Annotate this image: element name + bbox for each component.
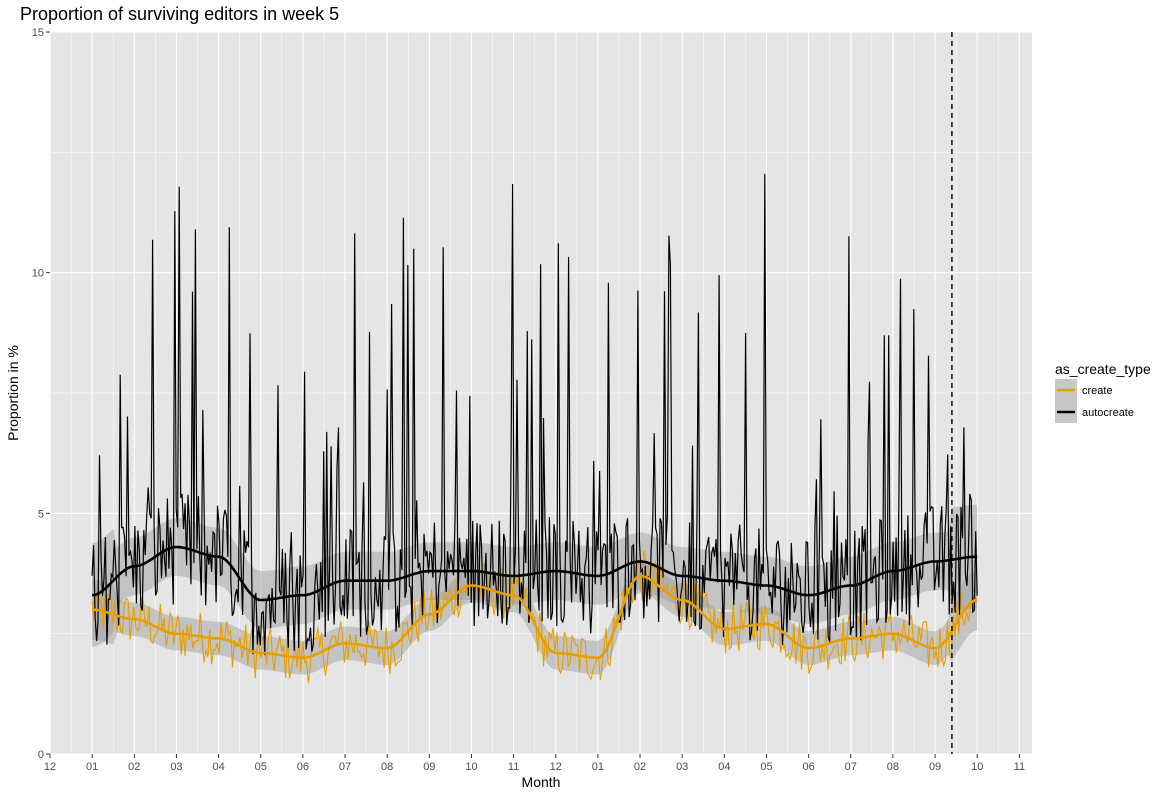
- x-tick-label: 10: [971, 761, 983, 773]
- smooth-line-create: [92, 574, 978, 660]
- x-axis: 12 01 02 03 04 05 06 07 08 09 10 11 12 01 02 03 04 05 06 07…: [44, 754, 1025, 773]
- smooth-line-autocreate: [91, 545, 978, 602]
- x-tick-label: 06: [803, 761, 815, 773]
- y-axis: 0 5 10 15: [32, 27, 50, 761]
- legend-title: as_create_type: [1055, 361, 1151, 377]
- x-tick-label: 11: [1014, 761, 1025, 773]
- raw-series: [91, 173, 978, 684]
- x-tick-label: 08: [381, 761, 393, 773]
- legend: as_create_type create autocreate: [1055, 361, 1151, 423]
- x-tick-label: 06: [297, 761, 309, 773]
- y-axis-title: Proportion in %: [5, 345, 21, 441]
- x-tick-label: 02: [634, 761, 646, 773]
- legend-item-autocreate: autocreate: [1055, 401, 1134, 423]
- y-tick-label: 0: [38, 749, 44, 761]
- x-tick-label: 04: [212, 761, 224, 773]
- x-tick-label: 10: [465, 761, 477, 773]
- x-tick-label: 09: [929, 761, 941, 773]
- x-tick-label: 12: [44, 761, 56, 773]
- legend-label-create: create: [1082, 385, 1113, 397]
- x-tick-label: 02: [128, 761, 140, 773]
- x-tick-label: 11: [508, 761, 519, 773]
- x-axis-title: Month: [522, 774, 561, 790]
- x-tick-label: 05: [255, 761, 267, 773]
- x-tick-label: 01: [86, 761, 98, 773]
- smooth-series: [91, 545, 978, 660]
- legend-label-autocreate: autocreate: [1082, 407, 1134, 419]
- x-tick-label: 08: [887, 761, 899, 773]
- x-tick-label: 03: [676, 761, 688, 773]
- y-tick-label: 10: [32, 268, 44, 280]
- chart-title: Proportion of surviving editors in week …: [20, 4, 339, 24]
- x-tick-label: 09: [423, 761, 435, 773]
- legend-item-create: create: [1055, 379, 1113, 401]
- x-tick-label: 12: [550, 761, 562, 773]
- raw-line-create: [91, 550, 977, 684]
- x-tick-label: 05: [760, 761, 772, 773]
- raw-line-autocreate: [91, 173, 978, 656]
- y-tick-label: 5: [38, 508, 44, 520]
- x-tick-label: 07: [339, 761, 351, 773]
- x-tick-label: 01: [592, 761, 604, 773]
- x-tick-label: 07: [845, 761, 857, 773]
- x-tick-label: 03: [170, 761, 182, 773]
- y-tick-label: 15: [32, 27, 44, 39]
- x-tick-label: 04: [718, 761, 730, 773]
